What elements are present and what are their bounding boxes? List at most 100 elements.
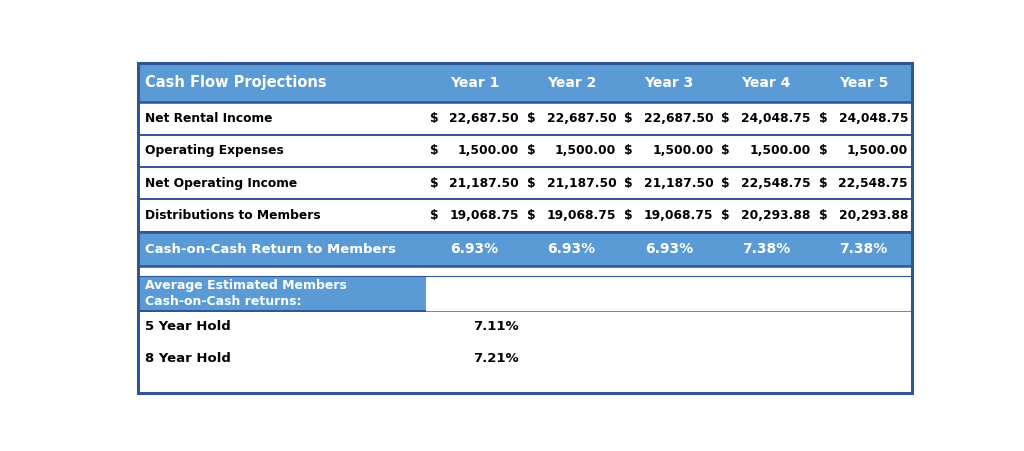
Bar — [426, 167, 523, 199]
Bar — [523, 167, 621, 199]
Bar — [426, 199, 523, 232]
Bar — [621, 232, 718, 267]
Text: 22,548.75: 22,548.75 — [839, 177, 908, 190]
Text: 21,187.50: 21,187.50 — [450, 177, 519, 190]
Bar — [137, 199, 426, 232]
Text: 20,293.88: 20,293.88 — [839, 209, 908, 222]
Text: $: $ — [527, 177, 536, 190]
Bar — [718, 102, 815, 135]
Text: 1,500.00: 1,500.00 — [652, 144, 714, 157]
Text: $: $ — [430, 144, 438, 157]
Text: Operating Expenses: Operating Expenses — [145, 144, 285, 157]
Bar — [815, 102, 912, 135]
Text: 22,687.50: 22,687.50 — [644, 112, 714, 125]
Bar — [137, 102, 426, 135]
Text: Net Operating Income: Net Operating Income — [145, 177, 298, 190]
Bar — [523, 135, 621, 167]
Text: 7.38%: 7.38% — [742, 242, 791, 256]
Text: 7.38%: 7.38% — [840, 242, 888, 256]
Text: 1,500.00: 1,500.00 — [750, 144, 811, 157]
Text: Net Rental Income: Net Rental Income — [145, 112, 273, 125]
Text: $: $ — [527, 144, 536, 157]
Text: $: $ — [819, 112, 827, 125]
Text: Cash Flow Projections: Cash Flow Projections — [145, 75, 327, 90]
Text: $: $ — [527, 112, 536, 125]
Text: $: $ — [430, 177, 438, 190]
Bar — [815, 135, 912, 167]
Text: 8 Year Hold: 8 Year Hold — [145, 352, 231, 365]
Bar — [137, 343, 912, 375]
Bar — [815, 199, 912, 232]
Bar — [718, 135, 815, 167]
Text: Year 4: Year 4 — [741, 76, 791, 90]
Text: Year 1: Year 1 — [450, 76, 499, 90]
Text: 20,293.88: 20,293.88 — [741, 209, 811, 222]
Text: 6.93%: 6.93% — [548, 242, 596, 256]
Bar — [718, 199, 815, 232]
Text: 24,048.75: 24,048.75 — [741, 112, 811, 125]
Text: $: $ — [819, 177, 827, 190]
Bar — [137, 135, 426, 167]
Bar — [426, 63, 523, 102]
Text: Average Estimated Members: Average Estimated Members — [145, 280, 347, 292]
Text: Year 5: Year 5 — [839, 76, 888, 90]
Text: 5 Year Hold: 5 Year Hold — [145, 320, 231, 333]
Bar — [137, 232, 426, 267]
Text: 7.11%: 7.11% — [473, 320, 519, 333]
Text: 22,687.50: 22,687.50 — [547, 112, 616, 125]
Text: $: $ — [722, 177, 730, 190]
Text: 1,500.00: 1,500.00 — [847, 144, 908, 157]
Text: 21,187.50: 21,187.50 — [644, 177, 714, 190]
Bar — [523, 199, 621, 232]
Text: Cash-on-Cash Return to Members: Cash-on-Cash Return to Members — [145, 243, 396, 256]
Bar — [621, 199, 718, 232]
Bar — [718, 167, 815, 199]
Text: $: $ — [819, 144, 827, 157]
Text: Distributions to Members: Distributions to Members — [145, 209, 322, 222]
Text: 19,068.75: 19,068.75 — [547, 209, 616, 222]
Bar — [137, 276, 426, 311]
Bar — [621, 135, 718, 167]
Text: 7.21%: 7.21% — [473, 352, 519, 365]
Text: 6.93%: 6.93% — [645, 242, 693, 256]
Text: $: $ — [625, 144, 633, 157]
Text: 19,068.75: 19,068.75 — [450, 209, 519, 222]
Bar — [523, 63, 621, 102]
Text: 22,687.50: 22,687.50 — [450, 112, 519, 125]
Bar — [621, 63, 718, 102]
Text: $: $ — [430, 112, 438, 125]
Text: $: $ — [625, 209, 633, 222]
Text: Year 3: Year 3 — [644, 76, 693, 90]
Bar — [137, 267, 912, 276]
Bar — [621, 167, 718, 199]
Bar — [426, 135, 523, 167]
Text: $: $ — [722, 209, 730, 222]
Text: $: $ — [430, 209, 438, 222]
Text: 1,500.00: 1,500.00 — [458, 144, 519, 157]
Text: 1,500.00: 1,500.00 — [555, 144, 616, 157]
Bar — [815, 63, 912, 102]
Bar — [815, 167, 912, 199]
Bar — [137, 167, 426, 199]
Text: 24,048.75: 24,048.75 — [839, 112, 908, 125]
Text: Year 2: Year 2 — [547, 76, 596, 90]
Text: $: $ — [527, 209, 536, 222]
Bar — [137, 311, 912, 343]
Text: $: $ — [625, 112, 633, 125]
Bar — [426, 232, 523, 267]
Text: $: $ — [819, 209, 827, 222]
Text: Cash-on-Cash returns:: Cash-on-Cash returns: — [145, 295, 302, 308]
Text: $: $ — [625, 177, 633, 190]
Bar — [426, 276, 912, 311]
Text: $: $ — [722, 144, 730, 157]
Bar — [621, 102, 718, 135]
Bar — [137, 63, 426, 102]
Bar — [718, 232, 815, 267]
Bar — [815, 232, 912, 267]
Text: 19,068.75: 19,068.75 — [644, 209, 714, 222]
Text: 22,548.75: 22,548.75 — [741, 177, 811, 190]
Bar — [718, 63, 815, 102]
Text: 6.93%: 6.93% — [451, 242, 499, 256]
Bar — [523, 232, 621, 267]
Bar — [426, 102, 523, 135]
